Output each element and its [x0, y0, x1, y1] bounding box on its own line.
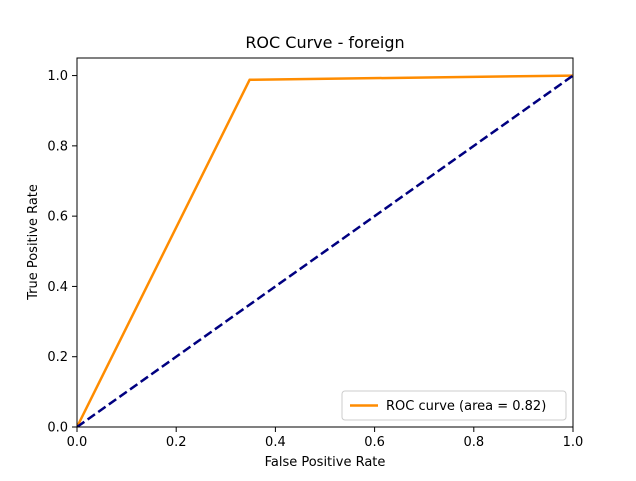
x-tick-label: 0.0 — [67, 435, 88, 450]
chart-title: ROC Curve - foreign — [245, 33, 404, 52]
x-axis-label: False Positive Rate — [265, 455, 386, 470]
y-tick-label: 0.8 — [47, 139, 68, 154]
y-tick-label: 0.6 — [47, 210, 68, 225]
legend-label: ROC curve (area = 0.82) — [386, 399, 546, 414]
plot-frame — [76, 57, 574, 428]
y-tick-label: 0.0 — [47, 421, 68, 436]
legend: ROC curve (area = 0.82) — [341, 390, 567, 421]
x-tick-label: 0.8 — [463, 435, 484, 450]
y-tick-label: 1.0 — [47, 69, 68, 84]
x-tick-label: 0.4 — [265, 435, 286, 450]
reference-diagonal-line — [77, 74, 573, 427]
x-tick-label: 1.0 — [563, 435, 584, 450]
legend-box — [341, 390, 567, 421]
y-tick-label: 0.2 — [47, 350, 68, 365]
y-axis-label: True Positive Rate — [26, 184, 41, 301]
roc-curve-line — [77, 74, 573, 427]
series-group — [77, 74, 573, 427]
y-tick-label: 0.4 — [47, 280, 68, 295]
x-tick-label: 0.6 — [364, 435, 385, 450]
x-tick-label: 0.2 — [166, 435, 187, 450]
